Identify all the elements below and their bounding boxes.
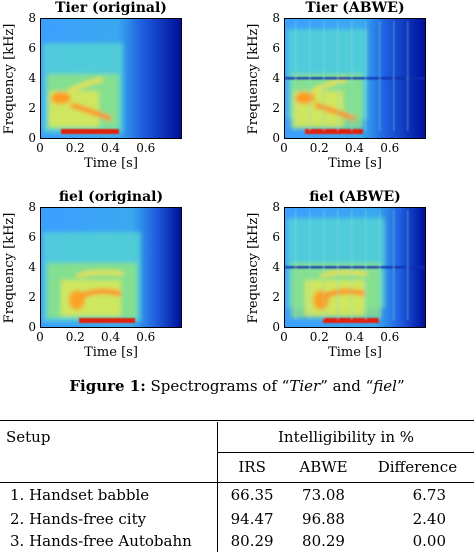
x-tick-label: 0.6 bbox=[134, 142, 158, 154]
y-tick-label: 2 bbox=[22, 291, 36, 303]
x-tick-label: 0.4 bbox=[343, 331, 367, 343]
panel-title: fiel (original) bbox=[40, 189, 182, 205]
panel-title: fiel (ABWE) bbox=[284, 189, 426, 205]
x-tick-label: 0.2 bbox=[307, 142, 331, 154]
x-tick-label: 0.2 bbox=[307, 331, 331, 343]
header-difference: Difference bbox=[361, 452, 474, 482]
y-axis-label: Frequency [kHz] bbox=[2, 206, 18, 330]
x-axis-label: Time [s] bbox=[284, 345, 426, 360]
header-intelligibility: Intelligibility in % bbox=[218, 422, 474, 452]
x-axis-label: Time [s] bbox=[40, 156, 182, 171]
x-tick-label: 0.6 bbox=[134, 331, 158, 343]
y-axis-label: Frequency [kHz] bbox=[246, 17, 262, 141]
header-abwe: ABWE bbox=[286, 452, 361, 482]
table-top-rule bbox=[0, 420, 474, 421]
figure-label: Figure 1: bbox=[69, 377, 145, 395]
y-axis-label: Frequency [kHz] bbox=[246, 206, 262, 330]
y-tick-label: 4 bbox=[22, 261, 36, 273]
x-tick-label: 0 bbox=[28, 331, 52, 343]
spectrogram-fiel-original bbox=[40, 207, 182, 328]
y-tick-label: 4 bbox=[266, 72, 280, 84]
y-tick-label: 8 bbox=[266, 201, 280, 213]
x-tick-label: 0 bbox=[28, 142, 52, 154]
header-setup: Setup bbox=[0, 422, 218, 452]
y-tick-label: 2 bbox=[266, 102, 280, 114]
spectrogram-fiel-abwe bbox=[284, 207, 426, 328]
spectrogram-image bbox=[285, 19, 425, 138]
y-tick-label: 8 bbox=[22, 201, 36, 213]
y-tick-label: 8 bbox=[266, 12, 280, 24]
x-axis-label: Time [s] bbox=[284, 156, 426, 171]
x-tick-label: 0.4 bbox=[99, 331, 123, 343]
y-tick-label: 6 bbox=[22, 231, 36, 243]
figure-caption: Figure 1: Spectrograms of “Tier” and “fi… bbox=[0, 377, 474, 395]
header-irs: IRS bbox=[218, 452, 287, 482]
x-tick-label: 0.4 bbox=[343, 142, 367, 154]
x-tick-label: 0.6 bbox=[378, 142, 402, 154]
spectrogram-image bbox=[41, 19, 181, 138]
y-tick-label: 2 bbox=[266, 291, 280, 303]
panel-title: Tier (original) bbox=[40, 0, 182, 16]
y-tick-label: 6 bbox=[266, 231, 280, 243]
y-tick-label: 6 bbox=[266, 42, 280, 54]
x-tick-label: 0.2 bbox=[63, 142, 87, 154]
spectrogram-tier-abwe bbox=[284, 18, 426, 139]
x-tick-label: 0 bbox=[272, 142, 296, 154]
table-row: 1. Handset babble 66.35 73.08 6.73 bbox=[0, 482, 474, 508]
y-tick-label: 8 bbox=[22, 12, 36, 24]
y-axis-label: Frequency [kHz] bbox=[2, 17, 18, 141]
spectrogram-image bbox=[285, 208, 425, 327]
table-row: 2. Hands-free city 94.47 96.88 2.40 bbox=[0, 508, 474, 530]
y-tick-label: 2 bbox=[22, 102, 36, 114]
intelligibility-table: Setup Intelligibility in % IRS ABWE Diff… bbox=[0, 422, 474, 552]
x-tick-label: 0 bbox=[272, 331, 296, 343]
panel-title: Tier (ABWE) bbox=[284, 0, 426, 16]
y-tick-label: 6 bbox=[22, 42, 36, 54]
caption-word-tier: Tier bbox=[289, 377, 320, 395]
table-row: 3. Hands-free Autobahn 80.29 80.29 0.00 bbox=[0, 530, 474, 552]
y-tick-label: 4 bbox=[266, 261, 280, 273]
x-tick-label: 0.6 bbox=[378, 331, 402, 343]
spectrogram-tier-original bbox=[40, 18, 182, 139]
x-tick-label: 0.4 bbox=[99, 142, 123, 154]
y-tick-label: 4 bbox=[22, 72, 36, 84]
spectrogram-image bbox=[41, 208, 181, 327]
caption-word-fiel: fiel bbox=[373, 377, 397, 395]
x-axis-label: Time [s] bbox=[40, 345, 182, 360]
x-tick-label: 0.2 bbox=[63, 331, 87, 343]
